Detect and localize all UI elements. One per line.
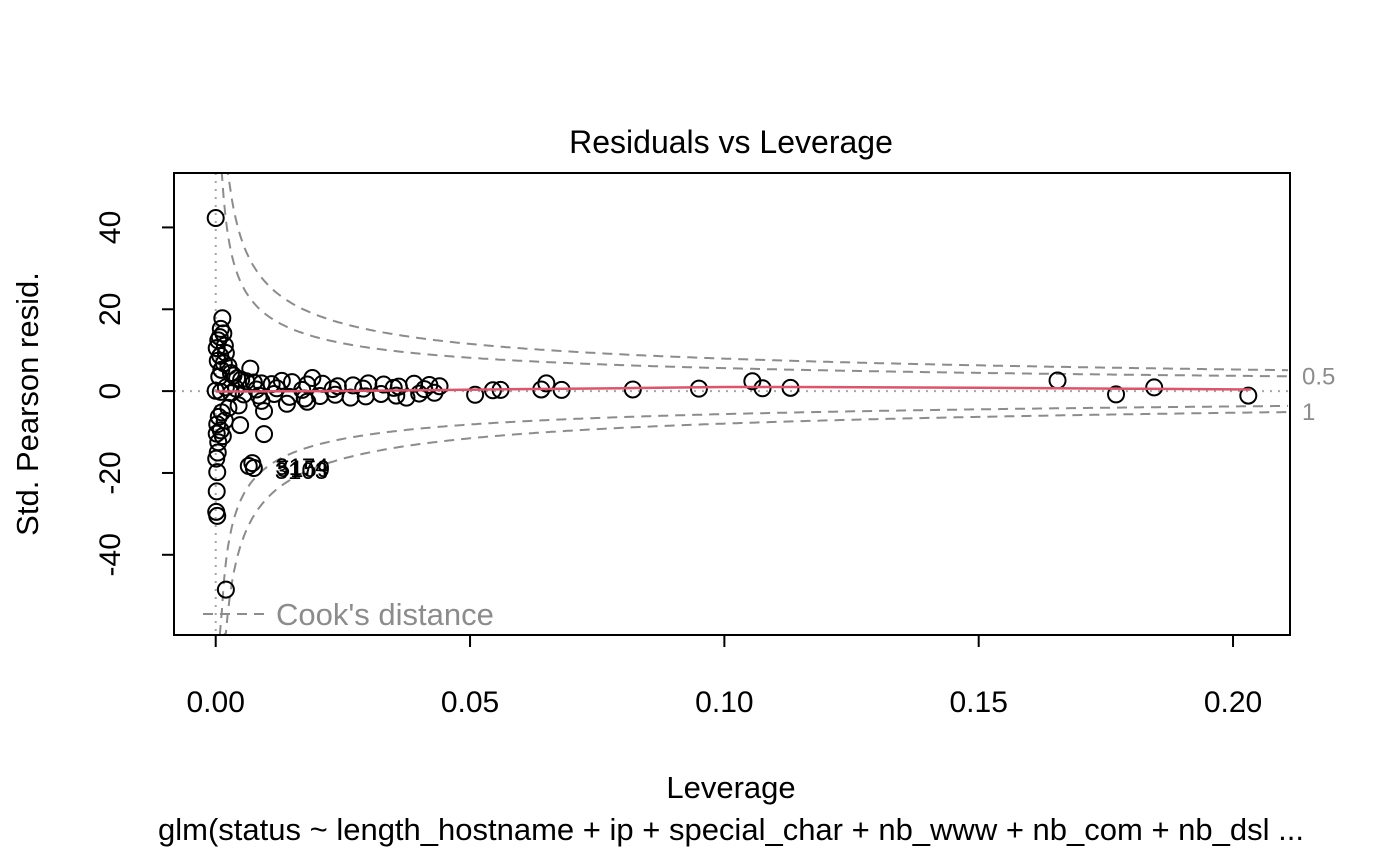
data-points [206,209,1258,599]
data-point [255,425,274,444]
data-point [1239,386,1258,405]
data-point [537,374,556,393]
data-point [425,383,444,402]
data-point [241,359,260,378]
cook-level-label: 0.5 [1302,363,1335,390]
y-axis: -40 -20 0 20 40 [94,211,174,576]
chart-title: Residuals vs Leverage [569,124,893,160]
smooth-line-group [215,385,1251,393]
point-label: 3174 [275,454,328,481]
data-point [372,384,391,403]
data-point [387,386,406,405]
data-point [1145,378,1164,397]
data-point [283,373,302,392]
data-point [212,403,231,422]
cook-level-label: 1 [1302,399,1315,426]
data-point [262,375,281,394]
data-point [229,396,248,415]
cook-level-labels: 0.51 [1302,363,1335,426]
y-axis-label: Std. Pearson resid. [10,272,45,536]
data-point [244,459,263,478]
x-axis: 0.00 0.05 0.10 0.15 0.20 [187,634,1262,719]
point-label: 5159 [277,456,330,483]
data-point [216,580,235,599]
data-point [277,394,296,413]
data-point [689,379,708,398]
data-point [255,402,274,421]
legend-label: Cook's distance [276,597,494,632]
x-tick-label: 0.05 [441,686,499,719]
data-point [303,369,322,388]
data-point [298,392,317,411]
cooks-distance-contours [218,173,1289,635]
y-tick-label: 40 [94,211,127,244]
data-point [207,482,226,501]
data-point [206,209,225,228]
data-point [207,449,226,468]
data-point [215,336,234,355]
cook-contour-0-5-lower [218,404,1288,635]
data-point [623,380,642,399]
data-point [231,416,250,435]
x-tick-label: 0.20 [1204,686,1262,719]
data-point [466,385,485,404]
data-point [208,463,227,482]
data-point [252,391,271,410]
x-axis-label: Leverage [666,770,795,805]
x-tick-label: 0.10 [695,686,753,719]
chart-subtitle: glm(status ~ length_hostname + ip + spec… [158,812,1304,847]
cook-contour-0-5-upper [219,173,1288,378]
y-tick-label: 20 [94,293,127,326]
cook-contour-1-upper [219,173,1289,372]
x-tick-label: 0.15 [950,686,1008,719]
point-label: 3103 [275,458,328,485]
data-point [1107,385,1126,404]
y-tick-label: 0 [94,383,127,400]
reference-lines [174,173,1290,635]
legend: Cook's distance [203,597,494,632]
cook-contour-1-lower [219,411,1288,635]
x-tick-label: 0.00 [187,686,245,719]
data-point [216,378,235,397]
y-tick-label: -20 [94,451,127,494]
data-point [208,506,227,525]
y-tick-label: -40 [94,533,127,576]
data-point [354,379,373,398]
smooth-line [215,385,1251,393]
plot-frame [173,172,1291,636]
